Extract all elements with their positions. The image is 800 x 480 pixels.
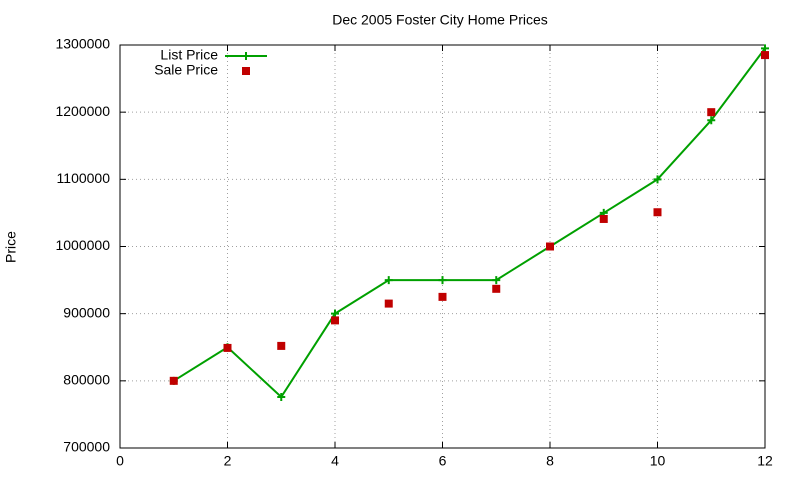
point-marker xyxy=(384,299,393,308)
y-tick-label: 1100000 xyxy=(57,170,111,186)
x-tick-label: 8 xyxy=(546,453,554,469)
legend-marker xyxy=(242,67,250,75)
point-marker xyxy=(761,51,769,60)
point-marker xyxy=(653,175,662,184)
point-marker xyxy=(277,341,286,350)
x-tick-label: 4 xyxy=(331,453,339,469)
point-marker xyxy=(707,108,716,117)
plot-frame xyxy=(119,44,766,449)
x-tick-label: 12 xyxy=(757,453,773,469)
point-marker xyxy=(707,116,716,125)
point-marker xyxy=(599,214,608,223)
legend-marker xyxy=(242,52,250,60)
point-marker xyxy=(438,292,447,301)
y-axis-label: Price xyxy=(3,231,19,263)
point-marker xyxy=(331,316,339,325)
legend-label: List Price xyxy=(160,47,218,63)
y-tick-label: 700000 xyxy=(63,439,110,455)
point-marker xyxy=(761,44,769,53)
point-marker xyxy=(546,242,554,251)
y-tick-label: 1000000 xyxy=(55,237,110,253)
y-tick-label: 800000 xyxy=(63,372,110,388)
point-marker xyxy=(384,276,393,285)
point-marker xyxy=(492,276,501,285)
y-tick-label: 1200000 xyxy=(55,103,110,119)
x-tick-label: 6 xyxy=(439,453,447,469)
y-tick-label: 900000 xyxy=(63,304,110,320)
x-tick-label: 0 xyxy=(116,453,124,469)
point-marker xyxy=(331,309,339,318)
point-marker xyxy=(277,392,286,401)
legend-label: Sale Price xyxy=(154,62,218,78)
x-tick-label: 2 xyxy=(224,453,232,469)
x-tick-label: 10 xyxy=(650,453,666,469)
point-marker xyxy=(653,208,662,217)
series-line xyxy=(173,47,766,399)
point-marker xyxy=(438,276,447,285)
point-marker xyxy=(492,284,501,293)
point-marker xyxy=(169,376,178,385)
chart-title: Dec 2005 Foster City Home Prices xyxy=(332,12,548,28)
y-tick-label: 1300000 xyxy=(55,36,110,52)
point-marker xyxy=(223,343,232,352)
